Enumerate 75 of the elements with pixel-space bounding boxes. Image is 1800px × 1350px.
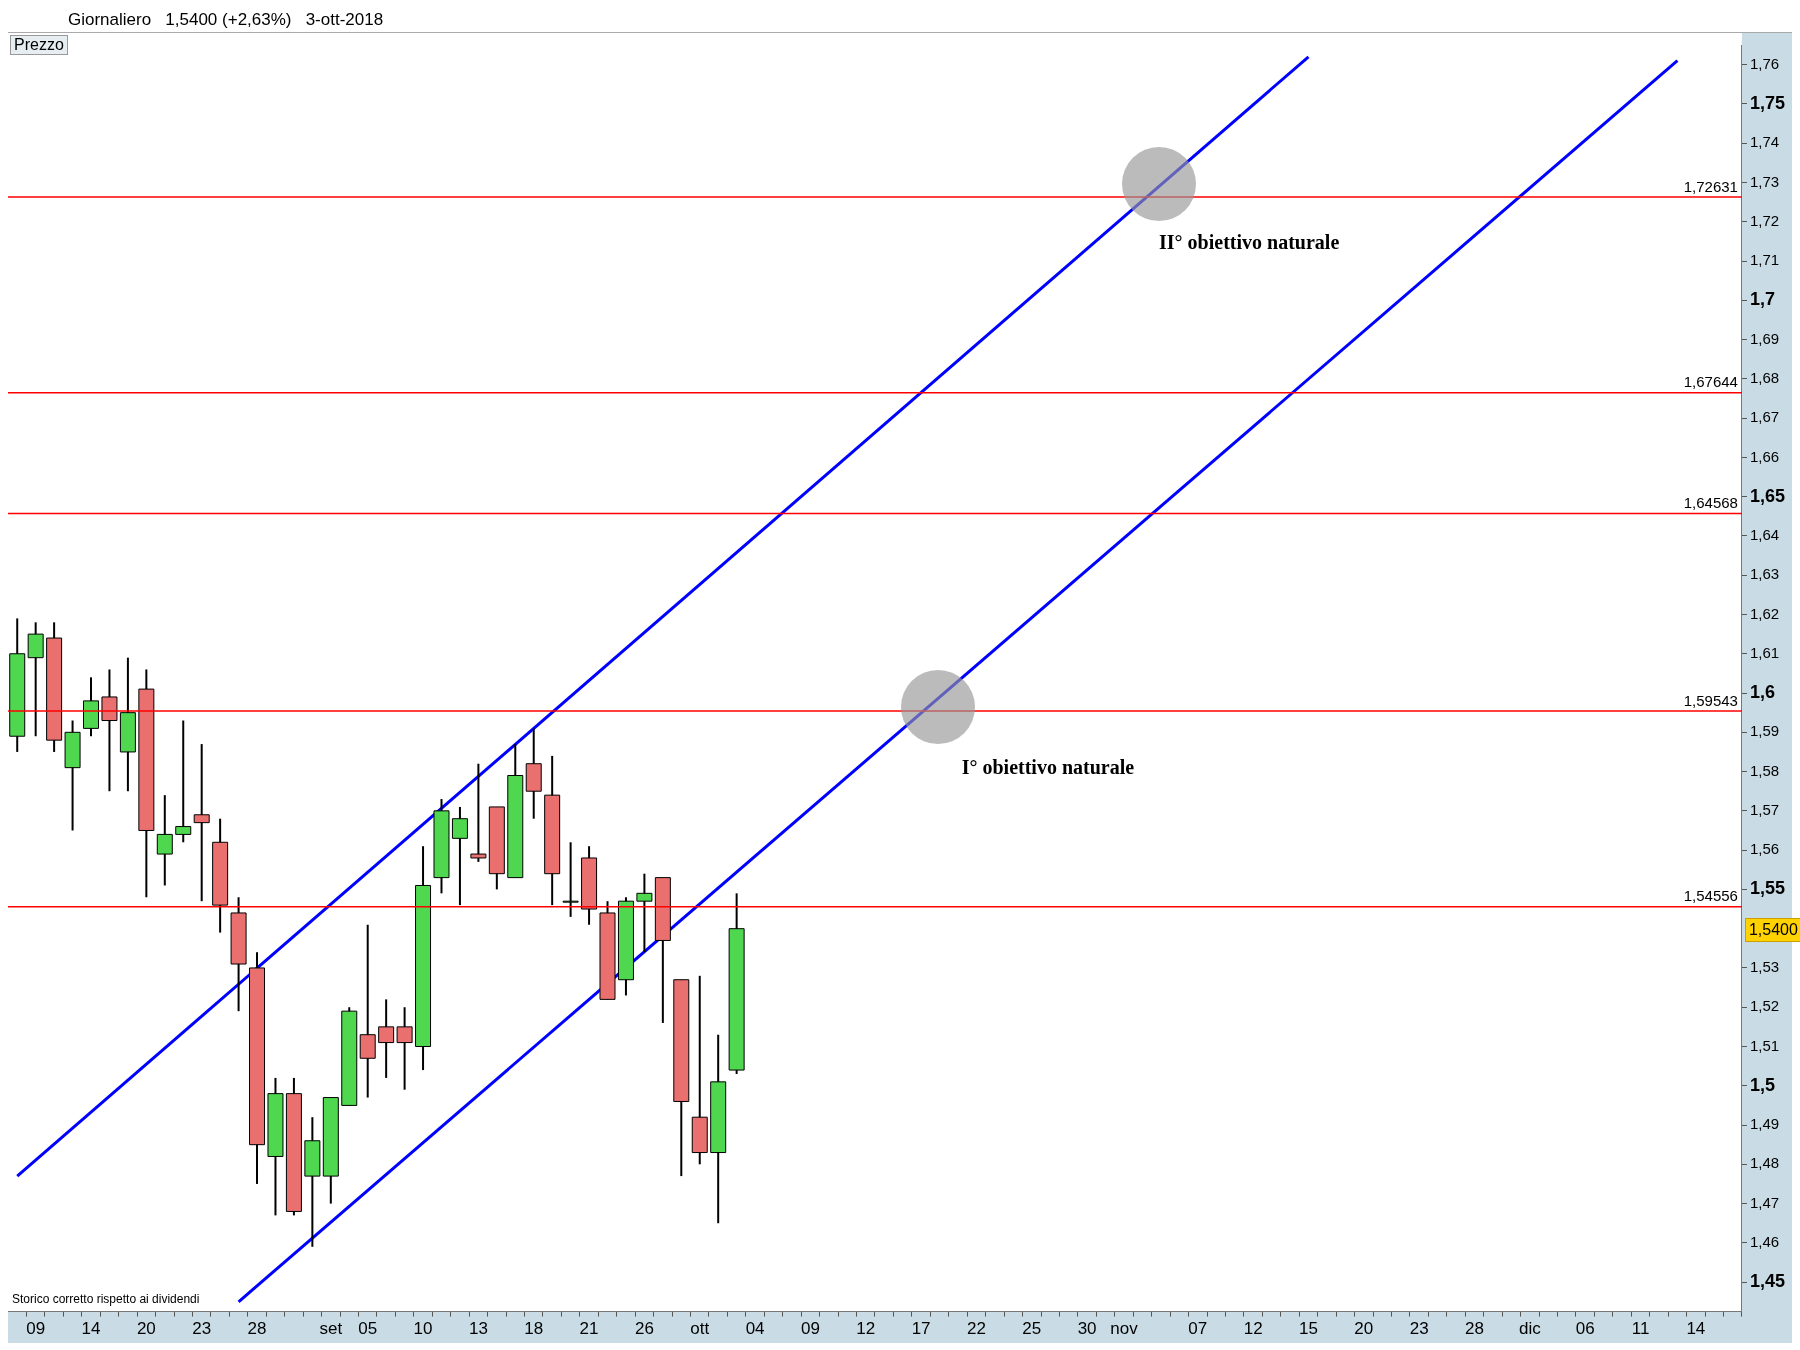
candlestick bbox=[359, 923, 376, 1099]
y-tick-label: 1,59 bbox=[1749, 722, 1780, 740]
x-tick-label: 20 bbox=[136, 1319, 156, 1339]
y-tick-label: 1,75 bbox=[1749, 92, 1786, 113]
annotation: II° obiettivo naturale bbox=[1159, 230, 1340, 254]
y-tick-label: 1,45 bbox=[1749, 1271, 1786, 1292]
chart-subtitle: Prezzo bbox=[10, 35, 68, 55]
y-tick-label: 1,53 bbox=[1749, 958, 1780, 976]
x-tick-label: 28 bbox=[247, 1319, 267, 1339]
y-tick-label: 1,5 bbox=[1749, 1074, 1775, 1095]
x-tick-label: 22 bbox=[966, 1319, 986, 1339]
y-tick-label: 1,51 bbox=[1749, 1036, 1780, 1054]
text: 1,5400 bbox=[1744, 917, 1800, 942]
y-tick-label: 1,73 bbox=[1749, 172, 1780, 190]
x-tick-label: 28 bbox=[1465, 1319, 1484, 1339]
x-tick-label: 05 bbox=[358, 1319, 378, 1339]
x-tick-label: 15 bbox=[1299, 1319, 1318, 1339]
x-tick-label: 12 bbox=[1243, 1319, 1263, 1339]
y-tick-label: 1,68 bbox=[1749, 368, 1780, 386]
x-tick-label: 06 bbox=[1575, 1319, 1595, 1339]
x-tick-label: 20 bbox=[1354, 1319, 1374, 1339]
ref-line-label: 1,67644 bbox=[1683, 373, 1738, 391]
y-tick-label: 1,48 bbox=[1749, 1154, 1780, 1172]
x-tick-label: ott bbox=[690, 1319, 710, 1339]
x-tick-label: 13 bbox=[468, 1319, 488, 1339]
x-tick-label: 30 bbox=[1077, 1319, 1097, 1339]
y-tick-label: 1,49 bbox=[1749, 1115, 1780, 1133]
y-tick-label: 1,7 bbox=[1749, 289, 1775, 310]
x-tick-label: 12 bbox=[856, 1319, 876, 1339]
annotation: I° obiettivo naturale bbox=[961, 756, 1135, 780]
y-tick-label: 1,61 bbox=[1749, 643, 1780, 661]
y-tick-label: 1,52 bbox=[1749, 997, 1780, 1015]
x-tick-label: 11 bbox=[1631, 1319, 1650, 1339]
x-tick-label: 26 bbox=[634, 1319, 654, 1339]
x-tick-label: 04 bbox=[745, 1319, 765, 1339]
y-tick-label: 1,62 bbox=[1749, 604, 1780, 622]
y-tick-label: 1,64 bbox=[1749, 526, 1780, 544]
y-tick-label: 1,46 bbox=[1749, 1233, 1780, 1251]
x-tick-label: 09 bbox=[26, 1319, 46, 1339]
annotation: Storico corretto rispetto ai dividendi bbox=[12, 1291, 200, 1306]
ref-line-label: 1,54556 bbox=[1683, 887, 1738, 905]
x-tick-label: 10 bbox=[413, 1319, 433, 1339]
y-tick-label: 1,65 bbox=[1749, 485, 1786, 506]
y-tick-label: 1,72 bbox=[1749, 211, 1780, 229]
y-tick-label: 1,55 bbox=[1749, 878, 1786, 899]
x-tick-label: 14 bbox=[1686, 1319, 1706, 1339]
y-tick-label: 1,69 bbox=[1749, 329, 1780, 347]
y-tick-label: 1,67 bbox=[1749, 408, 1780, 426]
x-tick-label: 23 bbox=[1409, 1319, 1429, 1339]
y-tick-label: 1,76 bbox=[1749, 54, 1780, 72]
x-tick-label: 17 bbox=[911, 1319, 931, 1339]
x-tick-label: dic bbox=[1518, 1319, 1542, 1339]
y-tick-label: 1,63 bbox=[1749, 565, 1780, 583]
x-tick-label: 18 bbox=[524, 1319, 544, 1339]
ref-line-label: 1,64568 bbox=[1683, 494, 1738, 512]
y-tick-label: 1,71 bbox=[1749, 251, 1780, 269]
x-tick-label: 23 bbox=[192, 1319, 212, 1339]
x-tick-label: 25 bbox=[1022, 1319, 1042, 1339]
x-tick-label: set bbox=[319, 1319, 343, 1339]
y-tick-label: 1,74 bbox=[1749, 133, 1780, 151]
candlestick bbox=[451, 805, 468, 907]
x-tick-label: nov bbox=[1110, 1319, 1139, 1339]
x-tick-label: 14 bbox=[81, 1319, 101, 1339]
x-tick-label: 09 bbox=[800, 1319, 820, 1339]
x-tick-label: 21 bbox=[579, 1319, 599, 1339]
y-tick-label: 1,47 bbox=[1749, 1193, 1780, 1211]
ref-line-label: 1,72631 bbox=[1683, 177, 1738, 195]
y-tick-label: 1,57 bbox=[1749, 800, 1780, 818]
y-tick-label: 1,6 bbox=[1749, 682, 1775, 702]
ref-line-label: 1,59543 bbox=[1683, 691, 1738, 709]
x-tick-label: 07 bbox=[1188, 1319, 1208, 1339]
chart-title: Giornaliero 1,5400 (+2,63%) 3-ott-2018 bbox=[68, 10, 384, 30]
y-tick-label: 1,56 bbox=[1749, 840, 1780, 858]
y-tick-label: 1,66 bbox=[1749, 447, 1780, 465]
y-tick-label: 1,58 bbox=[1749, 761, 1780, 779]
